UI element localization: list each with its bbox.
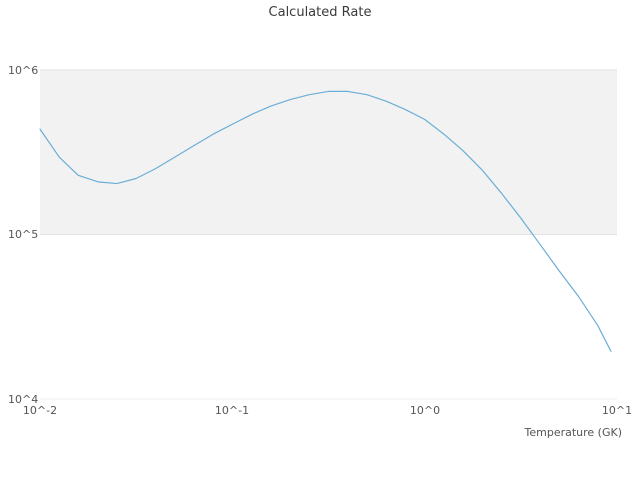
x-tick-1e0: 10^0 [410,404,440,417]
x-tick-1e-2: 10^-2 [23,404,57,417]
rate-curve-line [39,90,612,352]
y-tick-1e6: 10^6 [8,64,38,77]
x-tick-1e1: 10^1 [602,404,632,417]
x-axis-label: Temperature (GK) [524,426,623,439]
y-tick-1e4: 10^4 [8,393,38,406]
x-tick-1e-1: 10^-1 [215,404,249,417]
chart-title: Calculated Rate [269,5,372,20]
highlight-band [40,70,617,235]
y-tick-1e5: 10^5 [8,228,38,241]
